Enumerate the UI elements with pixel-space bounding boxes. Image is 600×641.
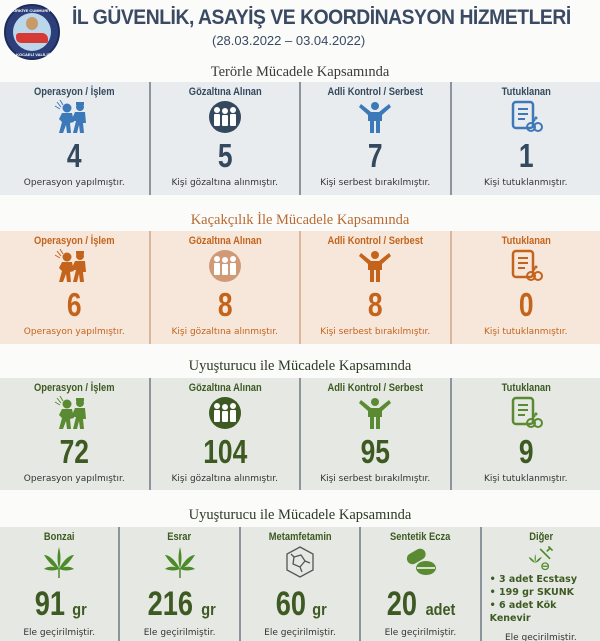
stat-released: Adli Kontrol / Serbest 95 Kişi serbest b… <box>301 378 452 490</box>
kocaeli-valiligi-logo: TÜRKİYE CUMHURİYETİ KOCAELİ VALİLİĞİ <box>4 4 60 60</box>
seizure-esrar: Esrar 216 gr Ele geçirilmiştir. <box>120 527 241 641</box>
stat-operations: Operasyon / İşlem 6 Operasyon yapılmıştı… <box>0 231 151 344</box>
page-title: İL GÜVENLİK, ASAYİŞ VE KOORDİNASYON HİZM… <box>72 6 571 29</box>
section-title: Uyuşturucu ile Mücadele Kapsamında <box>188 507 412 523</box>
other-seizures-list: 3 adet Ecstasy 199 gr SKUNK 6 adet Kök K… <box>482 573 600 625</box>
document-handcuffs-icon <box>452 396 600 430</box>
arrest-icon <box>0 249 149 283</box>
section-title: Terörle Mücadele Kapsamında <box>210 64 390 80</box>
stat-operations: Operasyon / İşlem 4 Operasyon yapılmıştı… <box>0 82 151 195</box>
drugs-syringe-icon <box>482 545 600 571</box>
stat-detained: Gözaltına Alınan 5 Kişi gözaltına alınmı… <box>151 82 301 195</box>
released-person-icon <box>301 396 450 430</box>
section-title: Uyuşturucu ile Mücadele Kapsamında <box>188 358 412 374</box>
stat-detained: Gözaltına Alınan 104 Kişi gözaltına alın… <box>151 378 301 490</box>
released-person-icon <box>301 100 450 134</box>
released-person-icon <box>301 249 450 283</box>
seizure-methamphetamine: Metamfetamin 60 gr Ele geçirilmiştir. <box>241 527 362 641</box>
detained-people-icon <box>151 396 300 430</box>
cannabis-leaf-icon <box>0 545 118 579</box>
seizure-other: Diğer 3 adet Ecstasy 199 gr SKUNK 6 adet… <box>482 527 600 641</box>
page-header: TÜRKİYE CUMHURİYETİ KOCAELİ VALİLİĞİ İL … <box>0 0 600 62</box>
stat-released: Adli Kontrol / Serbest 7 Kişi serbest bı… <box>301 82 452 195</box>
stats-panel: Operasyon / İşlem 6 Operasyon yapılmıştı… <box>0 231 600 344</box>
stat-released: Adli Kontrol / Serbest 8 Kişi serbest bı… <box>301 231 452 344</box>
date-range: (28.03.2022 – 03.04.2022) <box>212 33 366 48</box>
detained-people-icon <box>151 249 300 283</box>
pills-icon <box>361 545 479 579</box>
stats-panel: Operasyon / İşlem 72 Operasyon yapılmışt… <box>0 378 600 490</box>
stat-arrested: Tutuklanan 1 Kişi tutuklanmıştır. <box>452 82 600 195</box>
document-handcuffs-icon <box>452 100 600 134</box>
stat-detained: Gözaltına Alınan 8 Kişi gözaltına alınmı… <box>151 231 301 344</box>
stat-arrested: Tutuklanan 9 Kişi tutuklanmıştır. <box>452 378 600 490</box>
section-title: Kaçakçılık İle Mücadele Kapsamında <box>190 212 410 228</box>
stats-panel: Operasyon / İşlem 4 Operasyon yapılmıştı… <box>0 82 600 195</box>
seizures-panel: Bonzai 91 gr Ele geçirilmiştir. Esrar 216… <box>0 527 600 641</box>
document-handcuffs-icon <box>452 249 600 283</box>
cannabis-leaf-icon <box>120 545 238 579</box>
detained-people-icon <box>151 100 300 134</box>
stat-arrested: Tutuklanan 0 Kişi tutuklanmıştır. <box>452 231 600 344</box>
arrest-icon <box>0 100 149 134</box>
stat-operations: Operasyon / İşlem 72 Operasyon yapılmışt… <box>0 378 151 490</box>
arrest-icon <box>0 396 149 430</box>
seizure-synthetic-pills: Sentetik Ecza 20 adet Ele geçirilmiştir. <box>361 527 482 641</box>
molecule-icon <box>241 545 359 579</box>
seizure-bonzai: Bonzai 91 gr Ele geçirilmiştir. <box>0 527 121 641</box>
